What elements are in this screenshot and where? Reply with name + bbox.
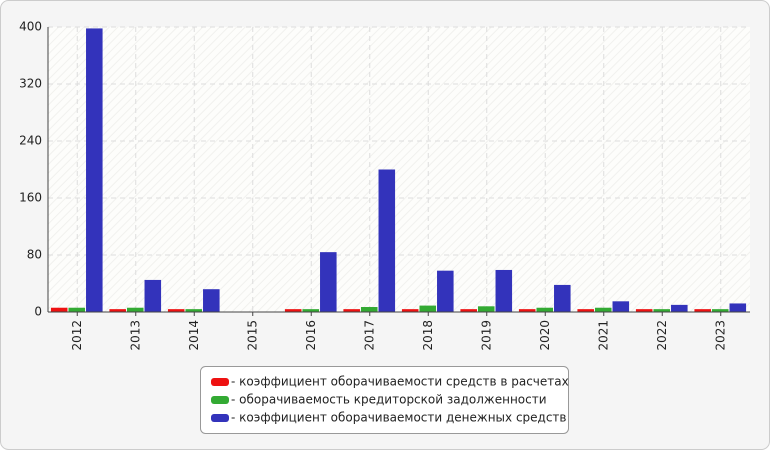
legend-swatch [211,396,229,404]
legend-label: - оборачиваемость кредиторской задолженн… [231,393,547,407]
bar [167,309,185,312]
bar [320,252,337,312]
bar [729,303,747,312]
bar [144,279,162,312]
bar [495,269,513,312]
bar [86,28,103,313]
bar [126,307,144,312]
legend-swatch [211,414,229,422]
x-tick-label: 2015 [245,320,259,351]
bar [694,309,711,312]
y-tick-label: 400 [19,20,42,34]
bar [437,270,454,312]
bar [68,307,86,312]
legend-swatch [211,378,229,386]
bar [477,306,495,312]
bar [536,307,554,312]
bar [360,307,378,312]
bar [302,309,320,312]
bar [635,309,653,312]
bar [185,309,203,312]
y-tick-label: 320 [19,77,42,91]
x-tick-label: 2020 [538,320,552,351]
bar [612,301,630,312]
bar [671,304,688,312]
bar [577,309,594,312]
bar [594,307,612,312]
x-tick-label: 2019 [479,320,493,351]
bar [378,169,396,312]
x-tick-label: 2022 [655,320,669,351]
y-tick-label: 0 [34,305,42,319]
bar [460,309,477,312]
y-tick-label: 160 [19,191,42,205]
bar [203,289,220,312]
x-tick-label: 2021 [596,320,610,351]
x-tick-label: 2014 [187,320,201,351]
legend-label: - коэффициент оборачиваемости средств в … [231,375,569,389]
bar [711,309,729,312]
bar [653,309,671,312]
bar [554,284,571,312]
x-tick-label: 2023 [713,320,727,351]
x-tick-label: 2017 [362,320,376,351]
bar [343,309,360,312]
bar [419,305,437,312]
legend-label: - коэффициент оборачиваемости денежных с… [231,411,567,425]
legend-box [200,366,569,434]
bar [109,309,126,312]
y-tick-label: 240 [19,134,42,148]
x-tick-label: 2012 [70,320,84,351]
bar [401,309,419,312]
legend: - коэффициент оборачиваемости средств в … [200,366,569,434]
x-tick-label: 2013 [128,320,142,351]
x-tick-label: 2018 [421,320,435,351]
bar [284,309,302,312]
x-tick-label: 2016 [304,320,318,351]
bar [50,307,68,312]
plot-area [48,27,750,312]
y-tick-label: 80 [27,248,42,262]
bar [518,309,536,312]
